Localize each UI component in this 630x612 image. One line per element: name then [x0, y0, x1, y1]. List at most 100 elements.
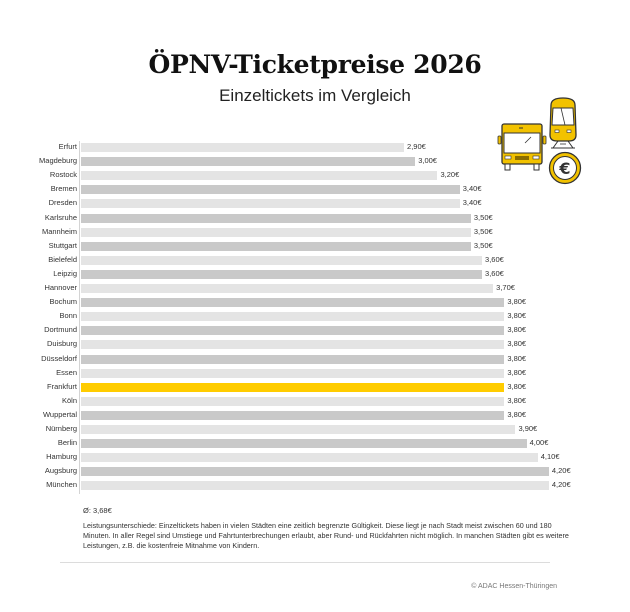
svg-text:€: € — [558, 159, 570, 178]
bar-row: München 4,20€ — [0, 479, 630, 493]
bar — [81, 354, 505, 364]
value-label: 3,40€ — [462, 198, 482, 208]
bar-row: Wuppertal 3,80€ — [0, 409, 630, 423]
bar-row: Nürnberg 3,90€ — [0, 423, 630, 437]
bar — [81, 410, 505, 420]
bar-row: Bochum 3,80€ — [0, 296, 630, 310]
category-label: Hamburg — [46, 452, 77, 462]
value-label: 3,50€ — [473, 240, 493, 250]
bar — [81, 157, 416, 167]
value-label: 4,20€ — [551, 466, 571, 476]
value-label: 3,80€ — [507, 395, 527, 405]
value-label: 3,80€ — [507, 325, 527, 335]
bar — [81, 425, 516, 434]
chart-title: ÖPNV-Ticketpreise 2026 — [148, 50, 482, 79]
category-label: Essen — [56, 367, 77, 377]
value-label: 4,00€ — [529, 438, 549, 448]
bar — [81, 255, 483, 265]
bar — [81, 453, 538, 463]
category-label: Augsburg — [44, 466, 77, 476]
bar — [81, 171, 438, 181]
value-label: 3,60€ — [485, 254, 504, 264]
bar-row: Bielefeld 3,60€ — [0, 254, 630, 268]
bar-row: Frankfurt 3,80€ — [0, 381, 630, 395]
footnote: Leistungsunterschiede: Einzeltickets hab… — [83, 521, 569, 551]
category-label: Duisburg — [46, 339, 77, 349]
bar-row: Hamburg 4,10€ — [0, 451, 630, 465]
category-label: Leipzig — [53, 268, 77, 278]
category-label: Magdeburg — [39, 156, 77, 166]
category-label: Dresden — [48, 198, 77, 208]
category-label: Bremen — [50, 184, 77, 194]
bar — [81, 284, 494, 293]
bar-row: Mannheim 3,50€ — [0, 226, 630, 240]
value-label: 3,80€ — [507, 409, 527, 419]
bar-row: Augsburg 4,20€ — [0, 465, 630, 479]
bar — [81, 185, 460, 195]
tram-icon — [549, 97, 577, 149]
bar-row: Dresden 3,40€ — [0, 197, 630, 211]
category-label: Karlsruhe — [44, 212, 77, 222]
bar-row: Stuttgart 3,50€ — [0, 240, 630, 254]
bar-row: Magdeburg 3,00€ — [0, 155, 630, 169]
bar-row: Leipzig 3,60€ — [0, 268, 630, 282]
bar-row: Köln 3,80€ — [0, 395, 630, 409]
bar — [81, 213, 471, 223]
value-label: 3,20€ — [440, 170, 460, 180]
bar — [81, 326, 505, 336]
category-label: Dortmund — [44, 325, 77, 335]
bar-row: Erfurt 2,90€ — [0, 141, 630, 155]
bar-row: Duisburg 3,80€ — [0, 338, 630, 352]
value-label: 3,90€ — [518, 424, 538, 433]
value-label: 3,80€ — [507, 311, 527, 321]
bar — [81, 439, 527, 449]
bar-row: Bremen 3,40€ — [0, 183, 630, 197]
category-label: München — [46, 480, 77, 490]
bar — [81, 368, 505, 378]
bar-row: Berlin 4,00€ — [0, 437, 630, 451]
value-label: 3,00€ — [418, 156, 437, 166]
category-label: Hannover — [44, 283, 77, 292]
bar — [81, 396, 505, 406]
bar-row: Hannover 3,70€ — [0, 282, 630, 296]
value-label: 3,80€ — [507, 353, 527, 363]
bar-row: Bonn 3,80€ — [0, 310, 630, 324]
bar — [81, 143, 405, 152]
divider — [60, 562, 550, 563]
category-label: Düsseldorf — [41, 353, 77, 363]
value-label: 3,50€ — [473, 226, 493, 236]
category-label: Bonn — [59, 311, 77, 321]
category-label: Erfurt — [58, 142, 77, 151]
bar-row: Rostock 3,20€ — [0, 169, 630, 183]
category-label: Köln — [61, 395, 77, 405]
average-label: Ø: 3,68€ — [83, 506, 112, 515]
bar-row: Essen 3,80€ — [0, 367, 630, 381]
bar — [81, 312, 505, 322]
bar — [81, 241, 471, 251]
value-label: 3,80€ — [507, 339, 527, 349]
chart-subtitle: Einzeltickets im Vergleich — [219, 86, 411, 105]
category-label: Berlin — [57, 438, 77, 448]
value-label: 4,20€ — [551, 480, 571, 490]
category-label: Rostock — [49, 170, 77, 180]
bar — [81, 199, 460, 209]
value-label: 2,90€ — [407, 142, 426, 151]
y-axis-line — [79, 141, 80, 494]
category-label: Frankfurt — [46, 381, 77, 391]
category-label: Nürnberg — [45, 424, 77, 433]
bar-highlighted — [81, 382, 505, 392]
bar — [81, 227, 471, 237]
value-label: 4,10€ — [540, 452, 560, 462]
category-label: Stuttgart — [48, 240, 77, 250]
category-label: Mannheim — [41, 226, 77, 236]
value-label: 3,40€ — [462, 184, 482, 194]
value-label: 3,60€ — [485, 268, 504, 278]
bar — [81, 467, 549, 477]
bar-row: Düsseldorf 3,80€ — [0, 353, 630, 367]
bar — [81, 269, 483, 279]
bar-row: Karlsruhe 3,50€ — [0, 212, 630, 226]
bar — [81, 298, 505, 308]
bus-icon — [497, 123, 547, 171]
bar-row: Dortmund 3,80€ — [0, 324, 630, 338]
bar-chart: Erfurt 2,90€ Magdeburg 3,00€ Rostock 3,20€ Bre… — [0, 141, 630, 494]
